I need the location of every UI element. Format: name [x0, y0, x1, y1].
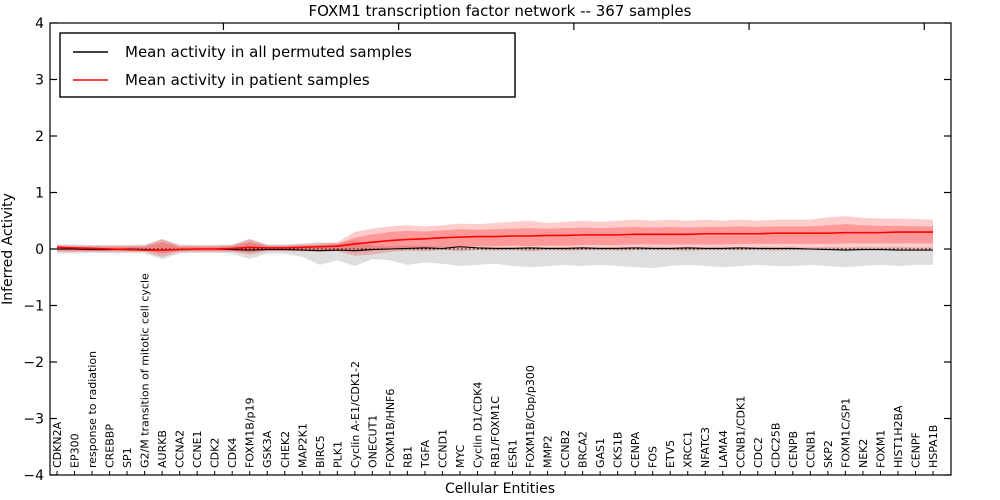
x-tick-label: NFATC3: [699, 427, 712, 468]
x-tick-label: NEK2: [857, 439, 870, 468]
x-tick-label: AURKB: [156, 430, 169, 468]
x-tick-label: CDC25B: [769, 423, 782, 468]
x-axis-label: Cellular Entities: [445, 481, 555, 497]
legend-label-patient: Mean activity in patient samples: [125, 71, 370, 89]
x-tick-label: FOXM1B/Cbp/p300: [524, 365, 537, 468]
x-tick-labels: CDKN2A EP300 response to radiation CREBBP SP…: [51, 273, 940, 469]
x-tick-label: ESR1: [507, 439, 520, 468]
x-tick-label: LAMA4: [717, 430, 730, 468]
x-tick-label: CCNB1: [804, 430, 817, 468]
x-tick-label: EP300: [69, 433, 82, 468]
y-tick-label: 2: [35, 129, 44, 145]
x-tick-label: ONECUT1: [366, 415, 379, 468]
x-tick-label: G2/M transition of mitotic cell cycle: [139, 273, 152, 468]
x-tick-label: FOS: [647, 446, 660, 468]
y-tick-label: 4: [35, 16, 44, 32]
x-tick-label: MAP2K1: [296, 423, 309, 468]
x-tick-label: ETV5: [664, 440, 677, 468]
x-tick-label: BRCA2: [577, 431, 590, 468]
x-tick-label: CDK2: [209, 438, 222, 468]
x-tick-label: CCNB2: [559, 430, 572, 468]
x-tick-label: FOXM1C/SP1: [839, 398, 852, 468]
x-tick-label: BIRC5: [314, 435, 327, 468]
x-tick-label: GSK3A: [261, 430, 274, 468]
x-tick-label: Cyclin A-E1/CDK1-2: [349, 361, 362, 468]
x-tick-label: FOXM1: [874, 430, 887, 468]
y-tick-label: 3: [35, 73, 44, 89]
x-tick-label: SP1: [121, 447, 134, 468]
y-tick-label: 1: [35, 186, 44, 202]
y-tick-label: −4: [23, 468, 44, 484]
x-tick-label: RB1: [401, 446, 414, 468]
y-tick-label: −3: [23, 412, 44, 428]
x-tick-label: MMP2: [542, 435, 555, 468]
x-tick-label: CENPF: [909, 432, 922, 468]
patient-samples-inner-range-band: [57, 224, 933, 254]
x-tick-label: PLK1: [331, 441, 344, 468]
x-tick-label: CKS1B: [612, 432, 625, 468]
x-tick-label: CDK4: [226, 438, 239, 468]
x-tick-label: CCNA2: [174, 430, 187, 468]
x-tick-label: RB1/FOXM1C: [489, 396, 502, 468]
x-tick-label: CENPB: [787, 431, 800, 468]
series-lines: [56, 231, 933, 252]
y-tick-labels: 4 3 2 1 0 −1 −2 −3 −4: [23, 16, 44, 484]
legend-label-permuted: Mean activity in all permuted samples: [125, 43, 412, 61]
x-tick-label: response to radiation: [86, 351, 99, 468]
y-tick-label: 0: [35, 242, 44, 258]
x-tick-label: FOXM1B/HNF6: [384, 389, 397, 468]
y-tick-label: −2: [23, 355, 44, 371]
x-tick-label: GAS1: [594, 438, 607, 468]
x-tick-label: SKP2: [822, 440, 835, 468]
chart-title: FOXM1 transcription factor network -- 36…: [309, 2, 692, 20]
x-tick-label: FOXM1B/p19: [244, 397, 257, 468]
y-tick-label: −1: [23, 299, 44, 315]
x-tick-label: CREBBP: [104, 424, 117, 468]
permuted-samples-range-band: [57, 239, 933, 269]
legend: Mean activity in all permuted samples Me…: [59, 32, 516, 98]
x-tick-label: MYC: [454, 444, 467, 468]
x-tick-label: Cyclin D1/CDK4: [471, 382, 484, 468]
x-tick-label: XRCC1: [682, 431, 695, 468]
x-tick-label: CENPA: [629, 431, 642, 468]
x-tick-label: CDKN2A: [51, 421, 64, 468]
plot-border: [49, 22, 952, 476]
confidence-bands: [57, 216, 933, 269]
x-tick-label: CDC2: [752, 437, 765, 468]
legend-box: [59, 32, 516, 98]
x-tick-label: CCNE1: [191, 430, 204, 468]
x-tick-label: HIST1H2BA: [892, 405, 905, 468]
y-axis-label: Inferred Activity: [0, 193, 16, 305]
x-tick-label: CCND1: [436, 429, 449, 468]
patient-mean-line: [56, 231, 933, 251]
x-tick-label: TGFA: [419, 439, 432, 469]
x-tick-label: HSPA1B: [927, 425, 940, 468]
x-tick-label: CHEK2: [279, 431, 292, 468]
x-tick-label: CCNB1/CDK1: [734, 396, 747, 468]
